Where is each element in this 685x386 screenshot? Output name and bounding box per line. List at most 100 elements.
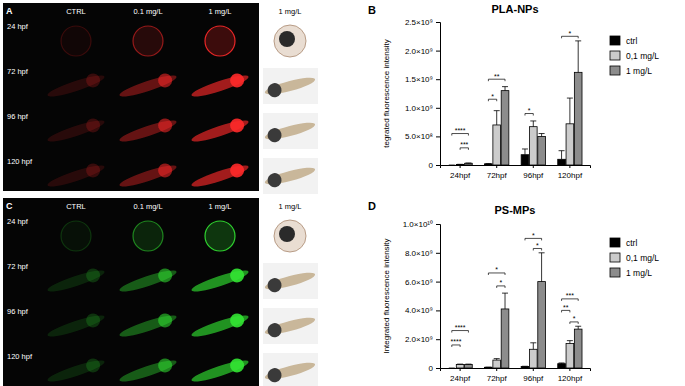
panel-letter: B xyxy=(368,4,376,16)
legend-label: 1 mg/L xyxy=(626,268,652,278)
legend-swatch xyxy=(610,51,620,60)
error-cap xyxy=(465,364,471,365)
larva-image xyxy=(189,160,250,192)
larva-head xyxy=(266,277,283,294)
y-tick: 0 xyxy=(429,161,440,170)
error-bar xyxy=(539,134,545,137)
x-tick-mark xyxy=(496,165,497,168)
error-cap xyxy=(575,326,581,327)
brightfield-larva xyxy=(263,268,317,295)
larva-head xyxy=(228,72,246,90)
larva-body xyxy=(46,267,106,295)
error-cap xyxy=(502,293,508,294)
larva-head xyxy=(156,117,174,135)
larva-image xyxy=(117,310,178,342)
bar xyxy=(493,125,501,165)
significance-label: **** xyxy=(455,127,466,134)
x-axis-line xyxy=(441,369,591,372)
larva-image xyxy=(189,355,250,386)
significance-label: * xyxy=(495,266,498,273)
y-tick: 2.0×10⁹ xyxy=(405,47,440,56)
bar xyxy=(529,127,537,165)
significance-label: * xyxy=(569,30,572,37)
error-bar xyxy=(449,165,455,166)
legend-swatch xyxy=(610,253,620,262)
error-bar xyxy=(502,293,508,309)
x-tick-mark xyxy=(460,165,461,168)
x-tick-label: 24hpf xyxy=(450,374,471,383)
y-tick-mark xyxy=(436,165,440,166)
larva-head xyxy=(228,312,246,330)
x-axis: 24hpf72hpf96hpf120hpf xyxy=(441,368,591,383)
y-axis: 05.0×10⁸1.0×10⁹1.5×10⁹2.0×10⁹2.5×10⁹ xyxy=(405,18,441,170)
bar xyxy=(521,367,529,368)
error-cap xyxy=(522,366,528,367)
larva-body xyxy=(190,162,250,190)
bar xyxy=(501,309,509,368)
y-tick-label: 1.5×10⁹ xyxy=(405,75,433,84)
larva-image xyxy=(117,160,178,192)
brightfield-frame xyxy=(263,308,318,344)
legend-label: 0,1 mg/L xyxy=(626,253,659,263)
larva-head xyxy=(228,162,246,180)
y-tick-label: 4.0×10⁹ xyxy=(405,306,433,315)
error-cap xyxy=(559,362,565,363)
error-stem xyxy=(578,41,579,72)
significance-label: ** xyxy=(563,304,569,311)
column-label: 0.1 mg/L xyxy=(133,202,162,211)
error-bar xyxy=(494,111,500,125)
larva-body xyxy=(118,357,178,385)
error-cap xyxy=(522,148,528,149)
x-tick-mark xyxy=(460,368,461,371)
error-bar xyxy=(457,364,463,365)
error-cap xyxy=(485,367,491,368)
x-tick: 120hpf xyxy=(558,165,583,180)
error-bar xyxy=(465,162,471,163)
brightfield-larva xyxy=(263,118,317,145)
x-tick: 24hpf xyxy=(450,165,471,180)
error-cap xyxy=(539,252,545,253)
error-cap xyxy=(457,364,463,365)
larva-head xyxy=(266,82,283,99)
brightfield-frame xyxy=(263,68,318,104)
plot-marks xyxy=(449,41,582,165)
significance-label: * xyxy=(573,315,576,322)
y-tick-label: 6.0×10⁹ xyxy=(405,278,433,287)
bar xyxy=(574,72,582,165)
larva-image xyxy=(45,310,106,342)
larva-body xyxy=(118,267,178,295)
error-cap xyxy=(449,368,455,369)
y-tick-mark xyxy=(436,253,440,254)
image-panel: 24 hpf72 hpf96 hpf120 hpfCTRL0.1 mg/L1 m… xyxy=(3,3,318,194)
y-tick-mark xyxy=(436,339,440,340)
column-label: CTRL xyxy=(66,7,86,16)
brightfield-larva xyxy=(263,358,317,385)
bar xyxy=(566,344,574,368)
error-bar xyxy=(539,253,545,282)
y-tick: 0 xyxy=(429,364,440,373)
x-tick-mark xyxy=(569,165,570,168)
bar xyxy=(456,364,464,368)
y-tick-label: 2.0×10⁹ xyxy=(405,335,433,344)
larva-head xyxy=(84,312,102,330)
row-label: 96 hpf xyxy=(7,307,29,316)
larva-body xyxy=(118,117,178,145)
brightfield-larva xyxy=(263,163,317,190)
larva-image xyxy=(45,70,106,102)
column-label: 0.1 mg/L xyxy=(133,7,162,16)
chart-title: PLA-NPs xyxy=(491,3,538,15)
error-stem xyxy=(569,98,570,124)
y-tick-label: 1.0×10¹⁰ xyxy=(403,220,433,229)
larva-head xyxy=(156,357,174,375)
legend-swatch xyxy=(610,238,620,247)
brightfield-frame xyxy=(263,353,318,386)
larva-body xyxy=(46,72,106,100)
x-tick-mark xyxy=(569,368,570,371)
y-tick-mark xyxy=(436,136,440,137)
legend-label: ctrl xyxy=(626,36,637,46)
legend-label: 1 mg/L xyxy=(626,66,652,76)
row-label: 72 hpf xyxy=(7,262,29,271)
larva-image xyxy=(117,115,178,147)
larva-head xyxy=(228,267,246,285)
significance-label: *** xyxy=(566,292,574,299)
